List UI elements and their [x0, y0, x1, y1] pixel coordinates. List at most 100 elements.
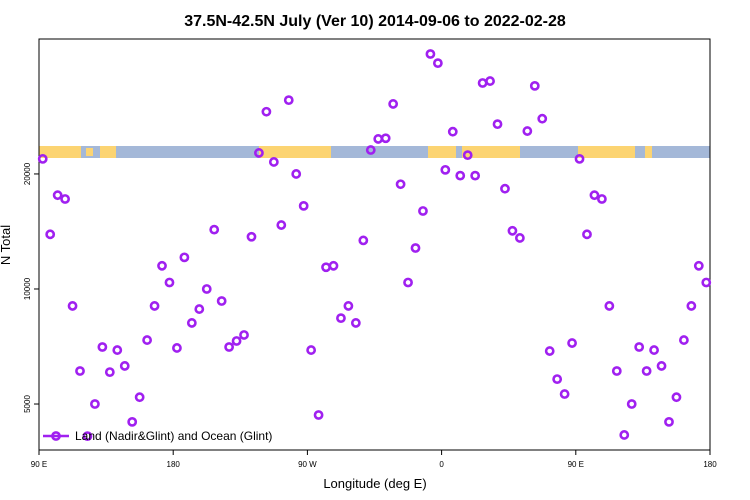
- point: [574, 153, 585, 164]
- point: [194, 304, 205, 314]
- point: [276, 220, 287, 230]
- point: [179, 252, 190, 263]
- point: [350, 318, 361, 328]
- y-tick-label: 20000: [23, 162, 32, 185]
- point: [291, 169, 302, 179]
- point: [686, 301, 697, 311]
- point: [149, 301, 160, 311]
- point: [201, 284, 212, 294]
- point: [567, 338, 577, 348]
- point: [358, 235, 369, 246]
- point: [418, 206, 428, 216]
- point: [552, 374, 563, 384]
- point: [261, 106, 272, 117]
- point: [134, 392, 145, 403]
- point: [634, 342, 645, 352]
- point: [52, 190, 63, 201]
- point: [142, 335, 153, 345]
- point: [693, 260, 704, 271]
- legend-label: Land (Nadir&Glint) and Ocean (Glint): [75, 429, 272, 443]
- point: [209, 224, 220, 235]
- legend-marker: [51, 431, 61, 441]
- x-tick-label: 0: [439, 460, 444, 469]
- x-axis-label: Longitude (deg E): [323, 476, 426, 491]
- point: [246, 231, 257, 242]
- point: [343, 301, 354, 311]
- point: [529, 80, 540, 91]
- point: [97, 342, 108, 352]
- x-tick-label: 180: [167, 460, 181, 469]
- plot-frame: [38, 38, 711, 451]
- point: [447, 126, 458, 137]
- point: [306, 345, 317, 355]
- point: [298, 200, 309, 211]
- land-segment: [578, 146, 635, 158]
- land-segment: [259, 146, 331, 158]
- point: [268, 157, 279, 167]
- point: [224, 342, 235, 352]
- point: [604, 301, 615, 311]
- point: [537, 113, 548, 124]
- land-segment: [100, 146, 116, 158]
- point: [626, 399, 637, 409]
- point: [596, 194, 607, 204]
- point: [492, 119, 503, 130]
- point: [582, 229, 592, 240]
- point: [522, 126, 533, 136]
- land-segment: [428, 146, 456, 158]
- point: [336, 313, 346, 324]
- point: [37, 153, 48, 164]
- y-axis-label: N Total: [0, 225, 13, 265]
- point: [380, 133, 391, 144]
- point: [82, 431, 93, 442]
- point: [119, 361, 130, 371]
- x-tick-label: 90 E: [31, 460, 47, 469]
- point: [112, 345, 123, 355]
- point: [45, 229, 56, 240]
- point: [589, 190, 600, 201]
- point: [500, 183, 510, 194]
- point: [283, 95, 294, 106]
- point: [425, 49, 436, 59]
- point: [611, 366, 622, 376]
- point: [701, 277, 712, 288]
- point: [75, 366, 85, 376]
- y-tick-label: 5000: [23, 395, 32, 413]
- point: [440, 164, 451, 175]
- point: [313, 410, 324, 420]
- point: [462, 150, 473, 161]
- point: [664, 416, 674, 427]
- point: [164, 277, 175, 288]
- point: [649, 345, 659, 355]
- point: [559, 389, 570, 399]
- point: [395, 179, 406, 190]
- point: [410, 243, 421, 253]
- chart-title: 37.5N-42.5N July (Ver 10) 2014-09-06 to …: [184, 13, 566, 30]
- land-segment: [462, 146, 520, 158]
- point: [388, 99, 399, 109]
- point: [186, 318, 197, 328]
- point: [507, 225, 518, 236]
- point: [328, 260, 339, 271]
- land-segment: [39, 146, 81, 158]
- point: [485, 76, 495, 86]
- point: [544, 346, 555, 356]
- point: [455, 170, 466, 181]
- point: [403, 277, 413, 288]
- land-segment: [86, 148, 93, 156]
- point: [67, 301, 78, 311]
- y-tick-label: 10000: [23, 277, 32, 300]
- point: [172, 343, 182, 353]
- point: [671, 392, 682, 403]
- x-tick-label: 90 E: [568, 460, 584, 469]
- point: [432, 58, 443, 69]
- point: [254, 148, 264, 158]
- point: [127, 416, 138, 427]
- point: [157, 260, 167, 271]
- point: [514, 233, 525, 243]
- point: [470, 170, 481, 181]
- point: [656, 361, 667, 371]
- x-tick-label: 90 W: [298, 460, 317, 469]
